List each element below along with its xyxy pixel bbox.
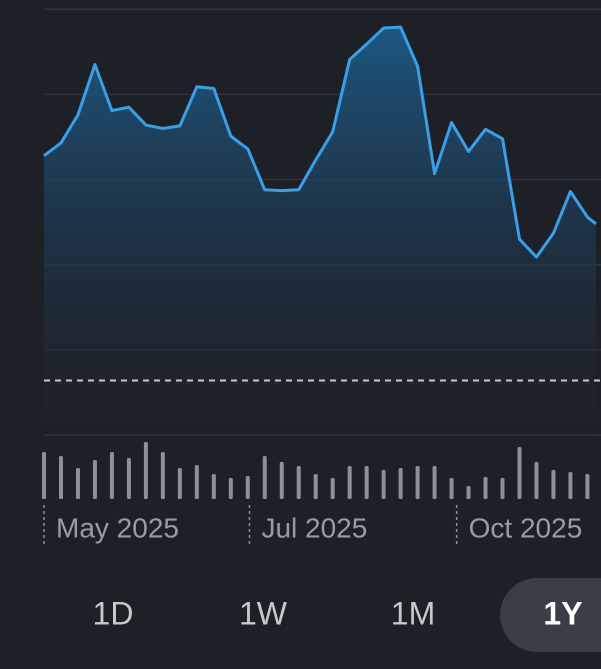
volume-bar: [58, 456, 63, 499]
volume-bar: [415, 466, 420, 499]
x-tick-label: May 2025: [56, 512, 179, 543]
range-button[interactable]: 1D: [93, 595, 134, 631]
selected-pill: [500, 578, 601, 652]
volume-bar: [517, 447, 522, 499]
volume-bar: [211, 474, 216, 499]
volume-bar: [432, 466, 437, 499]
volume-bar: [398, 468, 403, 499]
volume-bar: [177, 468, 182, 499]
volume-bar: [109, 452, 114, 499]
volume-bar: [500, 478, 505, 499]
x-tick-label: Jul 2025: [261, 512, 367, 543]
volume-bar: [466, 486, 471, 499]
volume-bar: [143, 442, 148, 499]
volume-bar: [449, 478, 454, 499]
volume-bar: [296, 466, 301, 499]
volume-bar: [364, 466, 369, 499]
range-button[interactable]: 1M: [391, 595, 435, 631]
volume-bar: [551, 470, 556, 499]
volume-bar: [42, 452, 46, 499]
volume-bar: [483, 477, 488, 499]
range-button[interactable]: 1W: [239, 595, 288, 631]
volume-bar: [126, 458, 131, 499]
volume-bar: [245, 476, 250, 499]
range-button[interactable]: 1Y: [543, 595, 582, 631]
volume-bar: [568, 472, 573, 499]
volume-bar: [279, 462, 284, 499]
volume-bar: [262, 456, 267, 499]
area: [44, 27, 596, 436]
volume-bar: [381, 470, 386, 499]
volume-bar: [194, 465, 199, 499]
volume-bar: [75, 468, 80, 499]
volume-bar: [534, 462, 539, 499]
volume-bar: [228, 478, 233, 499]
volume-bar: [313, 474, 318, 499]
volume-bar: [160, 452, 165, 499]
price-line: [43, 25, 597, 259]
volume-bar: [330, 478, 335, 499]
volume-bar: [585, 474, 590, 499]
volume-bar: [92, 460, 97, 499]
volume-bar: [347, 466, 352, 499]
x-tick-label: Oct 2025: [469, 512, 583, 543]
